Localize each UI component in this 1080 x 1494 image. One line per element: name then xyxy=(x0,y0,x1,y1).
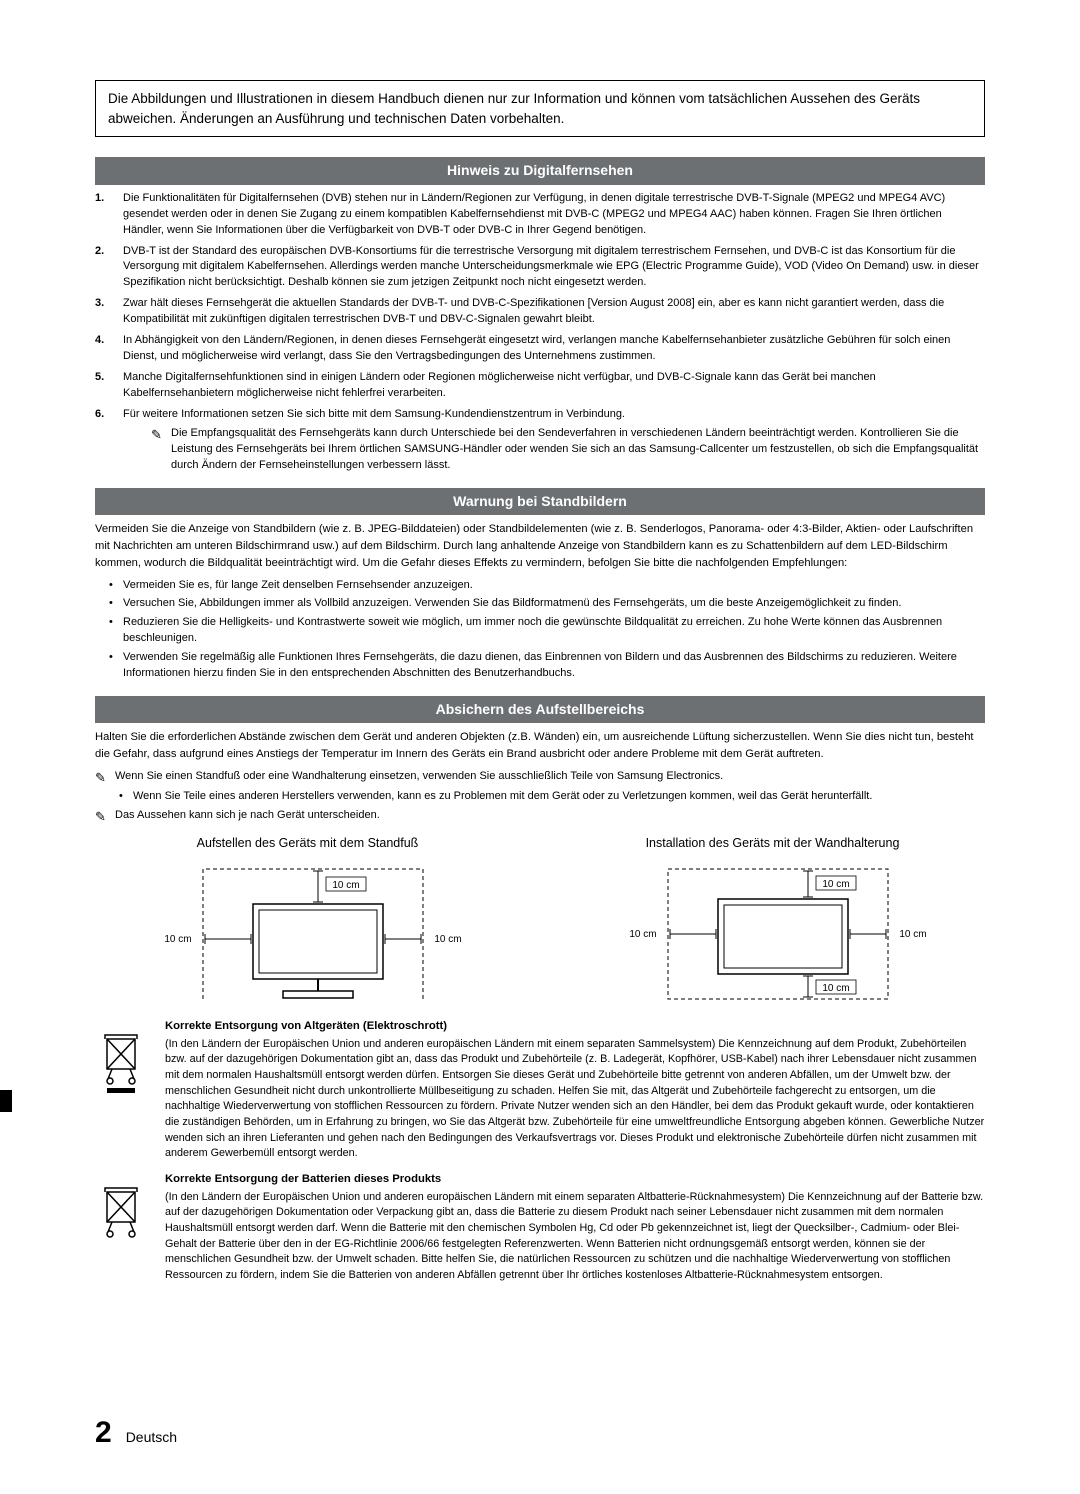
disposal-body-1: (In den Ländern der Europäischen Union u… xyxy=(165,1037,985,1162)
diagram-wall: Installation des Geräts mit der Wandhalt… xyxy=(560,835,985,1009)
page-footer: 2 Deutsch xyxy=(95,1412,177,1454)
section-header-digital-tv: Hinweis zu Digitalfernsehen xyxy=(95,157,985,185)
page-number: 2 xyxy=(95,1412,112,1454)
page-language: Deutsch xyxy=(126,1428,177,1448)
list-item: Versuchen Sie, Abbildungen immer als Vol… xyxy=(95,595,985,612)
disposal-heading-1: Korrekte Entsorgung von Altgeräten (Elek… xyxy=(165,1019,985,1035)
svg-text:10 cm: 10 cm xyxy=(434,934,461,945)
installation-intro: Halten Sie die erforderlichen Abstände z… xyxy=(95,729,985,763)
svg-text:10 cm: 10 cm xyxy=(164,934,191,945)
installation-note-2: Das Aussehen kann sich je nach Gerät unt… xyxy=(95,807,985,824)
list-item: Manche Digitalfernsehfunktionen sind in … xyxy=(95,370,985,402)
list-item: Die Funktionalitäten für Digitalfernsehe… xyxy=(95,191,985,239)
list-item: Zwar hält dieses Fernsehgerät die aktuel… xyxy=(95,296,985,328)
disposal-battery: Korrekte Entsorgung der Batterien dieses… xyxy=(95,1172,985,1284)
side-tab xyxy=(0,1090,12,1112)
svg-text:10 cm: 10 cm xyxy=(899,929,926,940)
list-item: DVB-T ist der Standard des europäischen … xyxy=(95,244,985,292)
installation-note-1: Wenn Sie einen Standfuß oder eine Wandha… xyxy=(95,768,985,785)
diagram-wall-title: Installation des Geräts mit der Wandhalt… xyxy=(560,835,985,853)
list-item: In Abhängigkeit von den Ländern/Regionen… xyxy=(95,333,985,365)
still-images-intro: Vermeiden Sie die Anzeige von Standbilde… xyxy=(95,521,985,571)
list-item: Vermeiden Sie es, für lange Zeit denselb… xyxy=(95,577,985,594)
weee-icon xyxy=(95,1033,155,1101)
disposal-heading-2: Korrekte Entsorgung der Batterien dieses… xyxy=(165,1172,985,1188)
sub-note: Die Empfangsqualität des Fernsehgeräts k… xyxy=(123,426,985,474)
section-header-still-images: Warnung bei Standbildern xyxy=(95,488,985,516)
diagram-stand: Aufstellen des Geräts mit dem Standfuß 1… xyxy=(95,835,520,1009)
list-item: Für weitere Informationen setzen Sie sic… xyxy=(95,407,985,474)
svg-text:10 cm: 10 cm xyxy=(822,879,849,890)
dim-label: 10 cm xyxy=(332,880,359,891)
section-header-installation: Absichern des Aufstellbereichs xyxy=(95,696,985,724)
intro-box: Die Abbildungen und Illustrationen in di… xyxy=(95,80,985,137)
digital-tv-list: Die Funktionalitäten für Digitalfernsehe… xyxy=(95,191,985,474)
svg-text:10 cm: 10 cm xyxy=(629,929,656,940)
intro-text: Die Abbildungen und Illustrationen in di… xyxy=(108,91,920,126)
installation-diagrams: Aufstellen des Geräts mit dem Standfuß 1… xyxy=(95,835,985,1009)
diagram-stand-title: Aufstellen des Geräts mit dem Standfuß xyxy=(95,835,520,853)
svg-text:10 cm: 10 cm xyxy=(822,983,849,994)
list-item: Verwenden Sie regelmäßig alle Funktionen… xyxy=(95,649,985,682)
disposal-body-2: (In den Ländern der Europäischen Union u… xyxy=(165,1190,985,1284)
battery-weee-icon xyxy=(95,1186,155,1254)
list-item: Reduzieren Sie die Helligkeits- und Kont… xyxy=(95,614,985,647)
disposal-electronic: Korrekte Entsorgung von Altgeräten (Elek… xyxy=(95,1019,985,1162)
stand-diagram-svg: 10 cm 10 cm 10 cm xyxy=(143,859,473,1009)
still-images-bullets: Vermeiden Sie es, für lange Zeit denselb… xyxy=(95,577,985,682)
wall-diagram-svg: 10 cm 10 cm 10 cm 10 cm xyxy=(608,859,938,1009)
installation-sub-bullet: Wenn Sie Teile eines anderen Herstellers… xyxy=(95,788,985,805)
